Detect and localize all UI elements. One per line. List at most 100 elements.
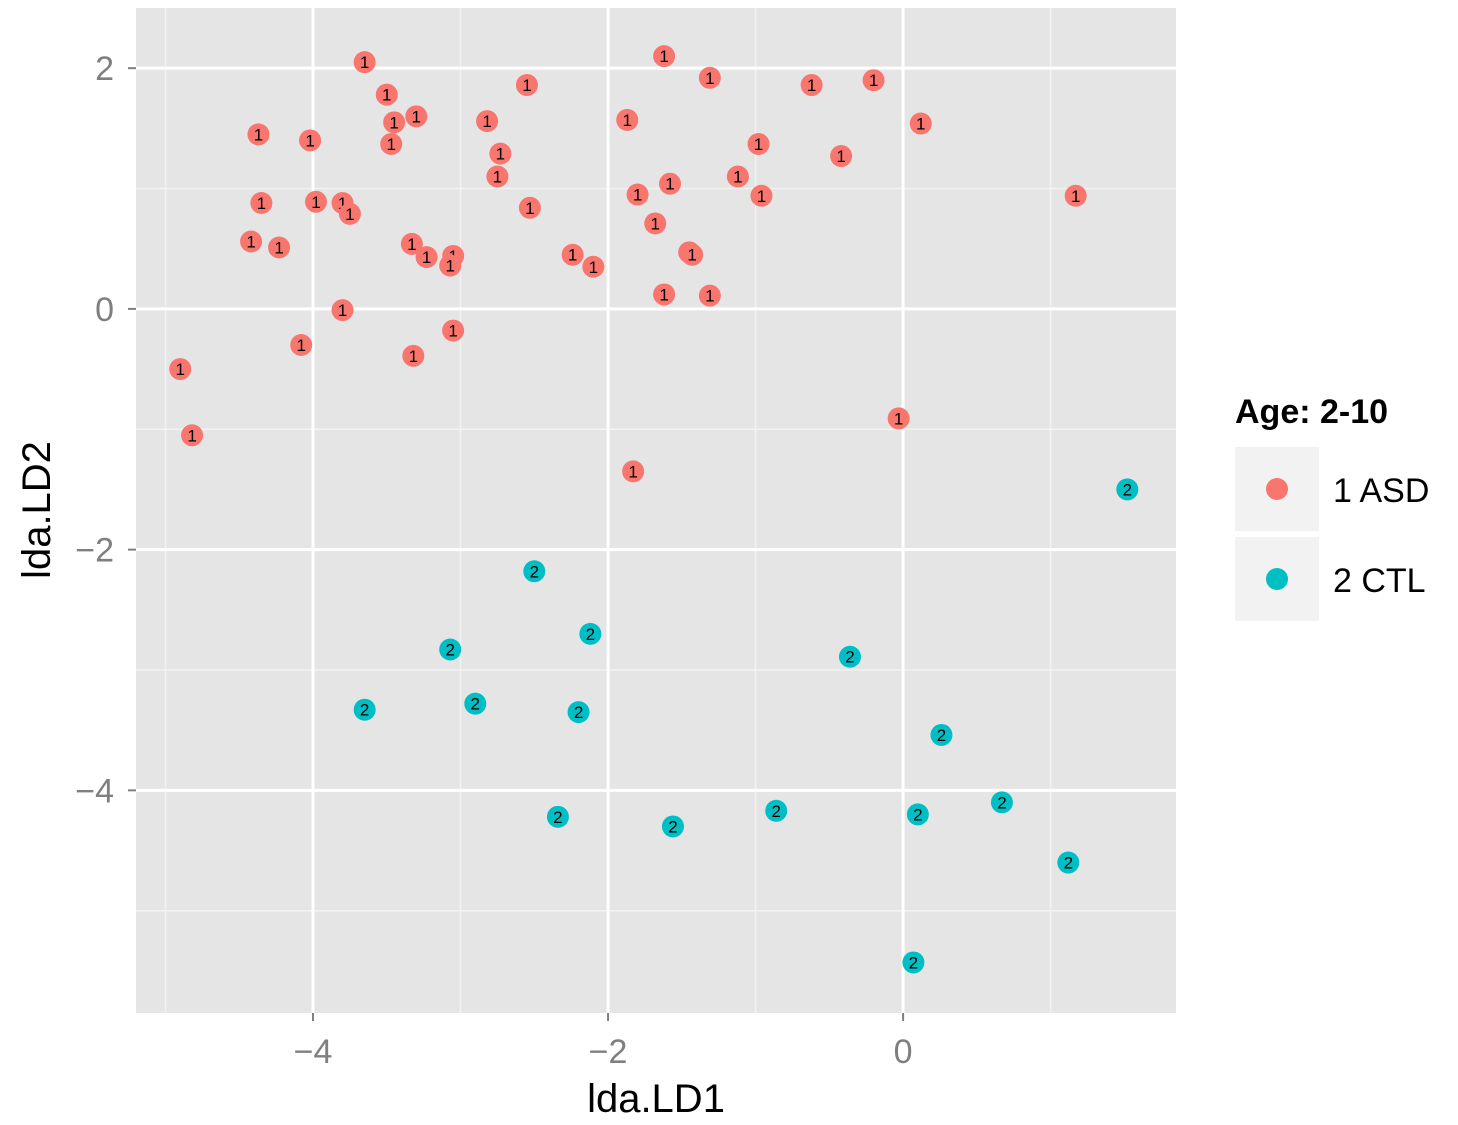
point-label: 1 [916, 115, 925, 134]
point-label: 1 [409, 347, 418, 366]
data-point-asd: 1 [644, 212, 667, 235]
point-label: 1 [633, 186, 642, 205]
data-point-asd: 1 [800, 74, 823, 97]
point-marker [1057, 851, 1080, 874]
point-marker [169, 358, 192, 381]
legend-item-asd: 1 ASD [1235, 447, 1429, 531]
data-point-ctl: 2 [990, 791, 1013, 814]
point-marker [681, 243, 704, 266]
y-axis-title: lda.LD2 [15, 441, 59, 579]
data-point-ctl: 2 [464, 692, 487, 715]
point-marker [579, 622, 602, 645]
data-point-ctl: 2 [567, 701, 590, 724]
data-point-asd: 1 [353, 51, 376, 74]
point-label: 1 [296, 336, 305, 355]
data-point-asd: 1 [331, 299, 354, 322]
point-label: 2 [553, 808, 562, 827]
point-marker [338, 202, 361, 225]
point-marker [383, 111, 406, 134]
point-marker [268, 236, 291, 259]
point-label: 2 [471, 695, 480, 714]
point-marker [353, 698, 376, 721]
point-label: 1 [338, 301, 347, 320]
point-label: 1 [525, 199, 534, 218]
point-label: 1 [176, 360, 185, 379]
point-label: 2 [937, 726, 946, 745]
point-label: 1 [705, 69, 714, 88]
point-label: 1 [187, 426, 196, 445]
data-point-ctl: 2 [1057, 851, 1080, 874]
point-label: 2 [845, 648, 854, 667]
legend: Age: 2-10 1 ASD 2 CTL [1235, 393, 1429, 621]
point-marker [1064, 184, 1087, 207]
data-point-asd: 1 [299, 129, 322, 152]
data-point-asd: 1 [582, 255, 605, 278]
point-label: 1 [807, 76, 816, 95]
point-marker [887, 407, 910, 430]
data-point-asd: 1 [616, 108, 639, 131]
point-label: 1 [407, 235, 416, 254]
point-marker [567, 701, 590, 724]
data-point-asd: 1 [561, 243, 584, 266]
point-label: 1 [894, 409, 903, 428]
point-marker [400, 232, 423, 255]
legend-label-ctl: 2 CTL [1333, 562, 1426, 600]
data-point-asd: 1 [400, 232, 423, 255]
point-label: 1 [869, 71, 878, 90]
point-marker [290, 334, 313, 357]
data-point-asd: 1 [887, 407, 910, 430]
axis-ticks: −4 −2 0 2 0 −2 −4 [75, 50, 912, 1071]
point-label: 2 [586, 625, 595, 644]
point-marker [747, 133, 770, 156]
point-marker [439, 638, 462, 661]
point-label: 1 [389, 113, 398, 132]
point-marker [830, 145, 853, 168]
point-marker [380, 133, 403, 156]
data-point-asd: 1 [405, 105, 428, 128]
point-label: 1 [422, 248, 431, 267]
data-point-asd: 1 [338, 202, 361, 225]
data-point-asd: 1 [240, 230, 263, 253]
point-label: 1 [836, 147, 845, 166]
data-point-asd: 1 [304, 190, 327, 213]
data-point-asd: 1 [439, 254, 462, 277]
point-label: 2 [668, 817, 677, 836]
data-point-asd: 1 [830, 145, 853, 168]
point-label: 1 [246, 232, 255, 251]
data-point-asd: 1 [622, 460, 645, 483]
data-point-asd: 1 [247, 123, 270, 146]
point-marker [653, 283, 676, 306]
point-label: 2 [1064, 854, 1073, 873]
point-marker [800, 74, 823, 97]
data-point-asd: 1 [698, 66, 721, 89]
grid-major [136, 8, 1176, 1013]
point-marker [698, 284, 721, 307]
legend-item-ctl: 2 CTL [1235, 537, 1426, 621]
point-label: 2 [913, 805, 922, 824]
data-point-asd: 1 [626, 183, 649, 206]
data-point-asd: 1 [747, 133, 770, 156]
data-point-ctl: 2 [906, 803, 929, 826]
point-label: 1 [345, 205, 354, 224]
legend-label-asd: 1 ASD [1333, 472, 1429, 510]
point-label: 1 [305, 131, 314, 150]
data-point-asd: 1 [181, 424, 204, 447]
data-point-asd: 1 [726, 165, 749, 188]
point-label: 1 [482, 112, 491, 131]
point-marker [353, 51, 376, 74]
data-point-asd: 1 [268, 236, 291, 259]
point-marker [750, 184, 773, 207]
point-marker [486, 165, 509, 188]
point-label: 1 [445, 257, 454, 276]
point-marker [838, 645, 861, 668]
y-tick-label: 0 [95, 291, 114, 329]
x-axis-title: lda.LD1 [587, 1077, 725, 1120]
point-marker [515, 74, 538, 97]
point-label: 2 [445, 641, 454, 660]
point-label: 1 [659, 47, 668, 66]
point-marker [990, 791, 1013, 814]
point-label: 1 [311, 193, 320, 212]
point-label: 1 [757, 187, 766, 206]
data-point-asd: 1 [653, 45, 676, 68]
